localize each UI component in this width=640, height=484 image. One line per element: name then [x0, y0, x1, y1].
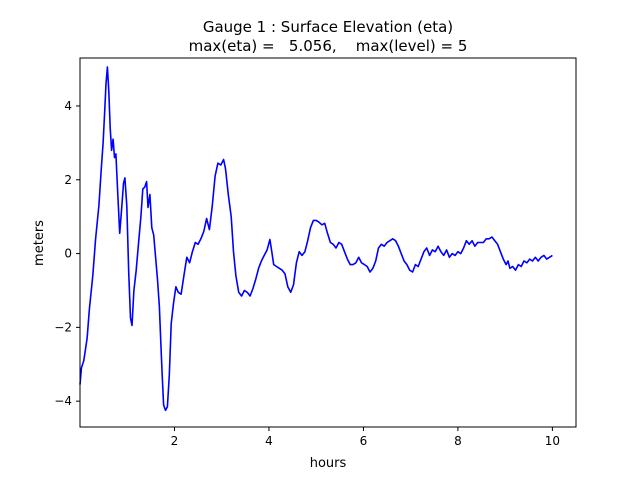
- x-tick-label: 4: [265, 434, 273, 448]
- y-tick-label: 4: [64, 99, 72, 113]
- x-tick-label: 10: [545, 434, 560, 448]
- y-tick-label: −4: [54, 394, 72, 408]
- y-tick-label: 2: [64, 173, 72, 187]
- x-axis-label: hours: [310, 456, 347, 471]
- x-tick-label: 2: [171, 434, 179, 448]
- plot-frame: [79, 57, 577, 428]
- x-tick-label: 8: [454, 434, 462, 448]
- chart-subtitle: max(eta) = 5.056, max(level) = 5: [189, 37, 468, 55]
- y-axis-label: meters: [32, 220, 47, 266]
- y-tick-label: −2: [54, 320, 72, 334]
- x-tick-label: 6: [360, 434, 368, 448]
- plot-layer: 2 4 6 8 10 −4 −2 0 2 4: [54, 66, 560, 448]
- chart-title: Gauge 1 : Surface Elevation (eta): [203, 18, 453, 36]
- y-tick-label: 0: [64, 247, 72, 261]
- series-line: [79, 66, 553, 412]
